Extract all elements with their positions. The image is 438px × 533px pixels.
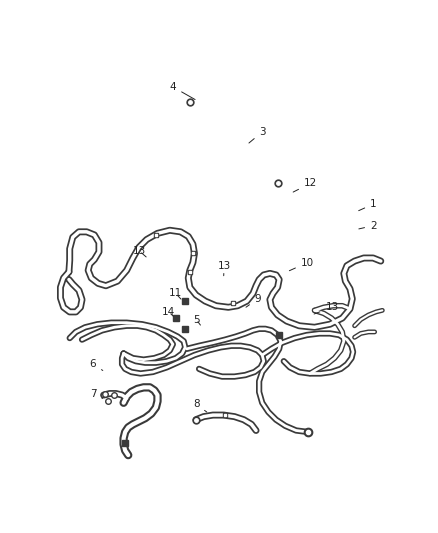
Text: 1: 1 — [359, 199, 377, 211]
Text: 12: 12 — [293, 179, 317, 192]
Text: 13: 13 — [133, 246, 146, 257]
Text: 7: 7 — [90, 389, 102, 399]
Text: 9: 9 — [246, 294, 261, 307]
Text: 4: 4 — [170, 82, 195, 100]
Text: 13: 13 — [314, 302, 339, 314]
Text: 14: 14 — [162, 307, 175, 317]
Text: 2: 2 — [359, 221, 377, 231]
Text: 5: 5 — [193, 314, 201, 325]
Text: 8: 8 — [193, 399, 207, 412]
Text: 10: 10 — [290, 257, 314, 271]
Text: 11: 11 — [169, 288, 182, 299]
Text: 6: 6 — [90, 359, 103, 370]
Text: 13: 13 — [218, 261, 231, 276]
Text: 3: 3 — [249, 127, 266, 143]
